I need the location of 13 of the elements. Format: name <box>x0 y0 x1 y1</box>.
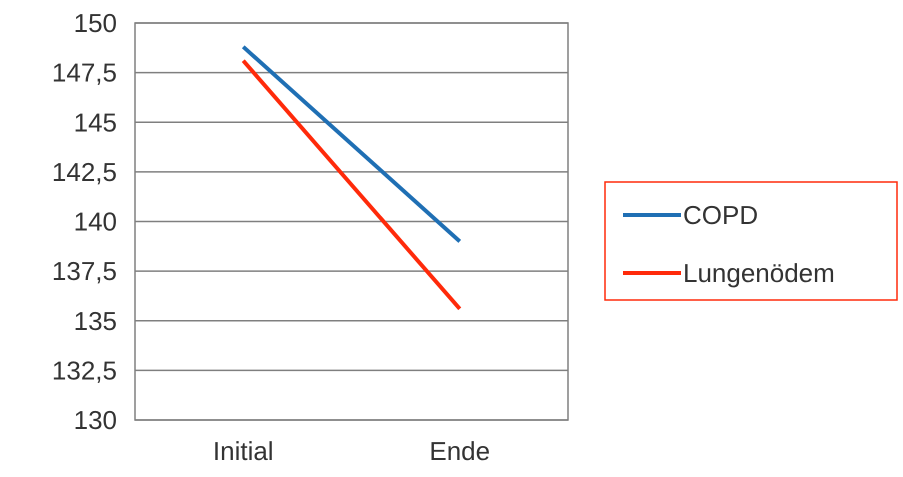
y-tick-label: 150 <box>74 8 117 38</box>
y-tick-label: 145 <box>74 107 117 138</box>
x-tick-label: Ende <box>429 436 490 466</box>
y-tick-label: 142,5 <box>52 156 117 187</box>
x-tick-label: Initial <box>212 436 274 466</box>
y-tick-label: 137,5 <box>52 256 117 286</box>
y-tick-label: 135 <box>74 306 117 336</box>
legend-label: COPD <box>683 200 758 230</box>
y-tick-label: 130 <box>74 405 117 436</box>
y-tick-label: 147,5 <box>52 58 117 88</box>
y-tick-label: 132,5 <box>52 355 117 386</box>
y-tick-label: 140 <box>74 206 117 237</box>
legend-label: Lungenödem <box>683 258 835 288</box>
